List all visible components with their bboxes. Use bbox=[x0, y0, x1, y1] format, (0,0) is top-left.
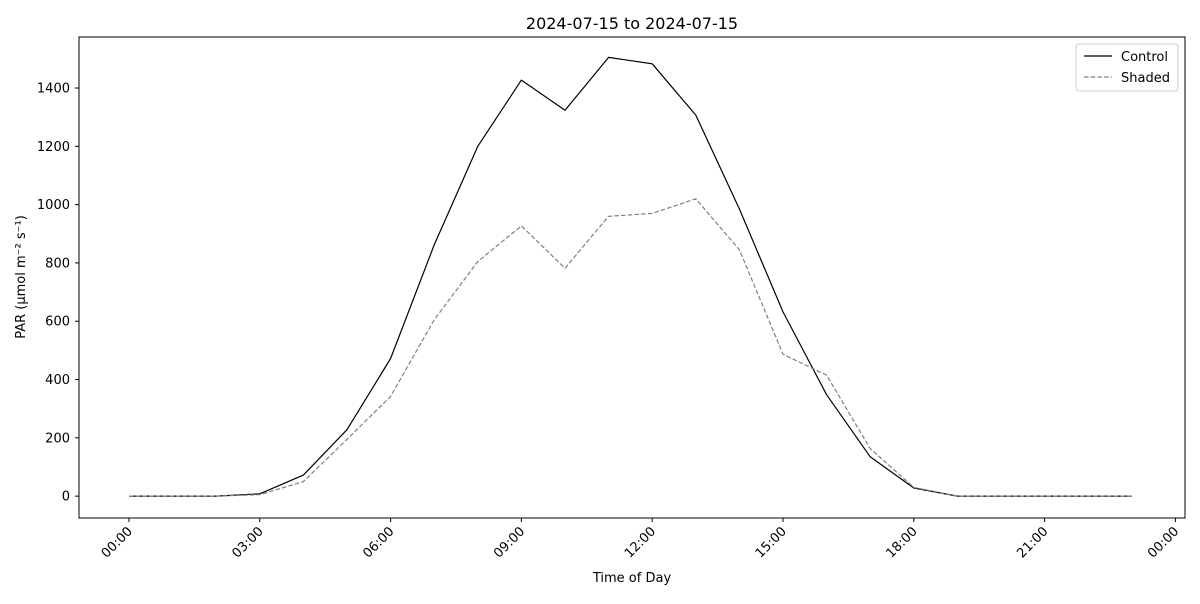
x-tick-label: 09:00 bbox=[491, 524, 528, 561]
plot-area: 0 200 400 600 800 1000 1200 1400 00:00 03:00 06:00… bbox=[37, 36, 1186, 561]
x-tick-label: 18:00 bbox=[884, 524, 921, 561]
y-tick-label: 1400 bbox=[37, 82, 70, 97]
plot-frame bbox=[78, 36, 1186, 519]
y-tick-label: 0 bbox=[62, 490, 70, 505]
legend: Control Shaded bbox=[1075, 43, 1179, 92]
y-tick-label: 1000 bbox=[37, 198, 70, 213]
x-tick-label: 03:00 bbox=[230, 524, 267, 561]
y-tick-label: 800 bbox=[45, 256, 70, 271]
series-line-shaded bbox=[129, 198, 1132, 497]
x-tick-label: 12:00 bbox=[622, 524, 659, 561]
legend-label-control: Control bbox=[1121, 50, 1168, 65]
y-tick-label: 400 bbox=[45, 373, 70, 388]
x-tick-label: 06:00 bbox=[360, 524, 397, 561]
y-tick-label: 200 bbox=[45, 431, 70, 446]
y-tick-label: 1200 bbox=[37, 140, 70, 155]
series-line-control bbox=[129, 56, 1132, 497]
x-tick-label: 00:00 bbox=[1145, 524, 1182, 561]
x-tick-label: 00:00 bbox=[99, 524, 136, 561]
x-tick-label: 21:00 bbox=[1014, 524, 1051, 561]
y-tick-label: 600 bbox=[45, 315, 70, 330]
x-axis-label: Time of Day bbox=[592, 571, 672, 586]
chart-title: 2024-07-15 to 2024-07-15 bbox=[526, 14, 738, 33]
legend-label-shaded: Shaded bbox=[1121, 71, 1170, 86]
x-tick-label: 15:00 bbox=[753, 524, 790, 561]
y-axis-label: PAR (µmol m⁻² s⁻¹) bbox=[14, 215, 29, 339]
